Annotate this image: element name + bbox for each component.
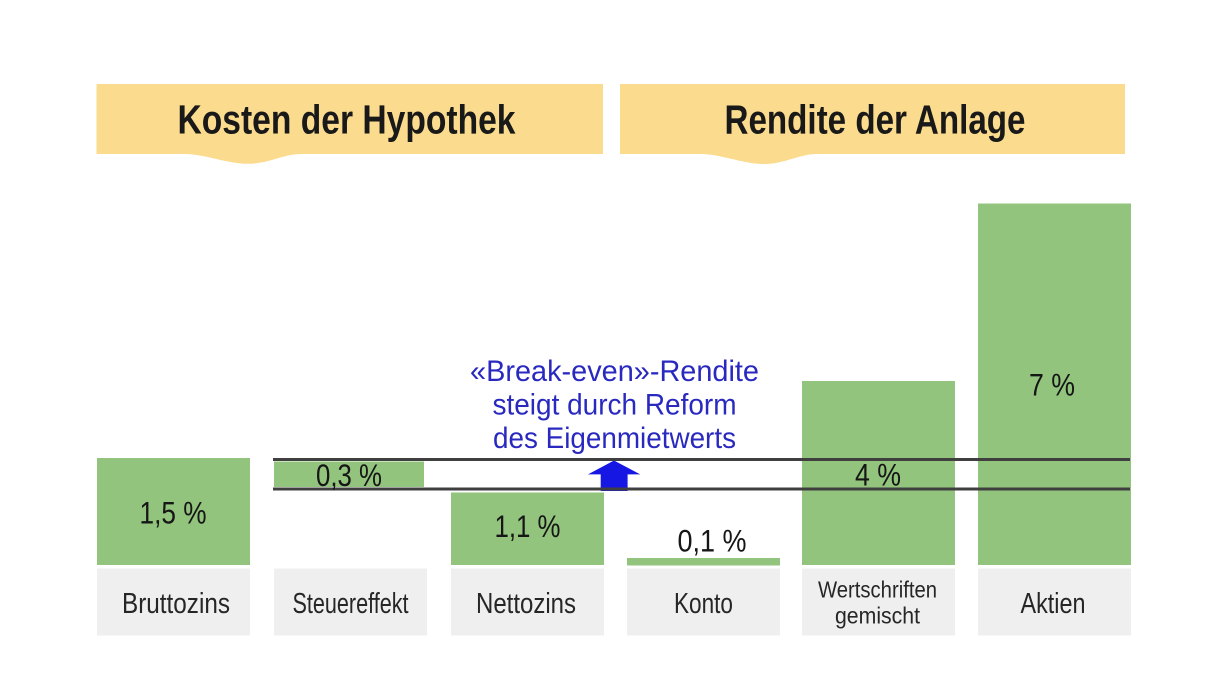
svg-text:1,5 %: 1,5 %: [140, 495, 207, 531]
svg-text:Aktien: Aktien: [1021, 588, 1086, 620]
svg-text:Konto: Konto: [674, 588, 733, 620]
svg-text:1,1 %: 1,1 %: [495, 508, 561, 544]
svg-text:Nettozins: Nettozins: [476, 588, 576, 620]
svg-text:steigt durch Reform: steigt durch Reform: [493, 389, 737, 422]
svg-text:4 %: 4 %: [855, 457, 901, 493]
svg-text:«Break-even»-Rendite: «Break-even»-Rendite: [470, 355, 759, 388]
svg-text:Rendite der Anlage: Rendite der Anlage: [725, 97, 1026, 143]
svg-text:gemischt: gemischt: [835, 602, 921, 628]
svg-text:Wertschriften: Wertschriften: [818, 577, 937, 603]
svg-text:0,1 %: 0,1 %: [678, 523, 747, 559]
svg-text:0,3 %: 0,3 %: [316, 457, 382, 493]
svg-text:7 %: 7 %: [1029, 367, 1075, 403]
svg-text:Kosten der Hypothek: Kosten der Hypothek: [178, 97, 516, 143]
svg-text:Steuereffekt: Steuereffekt: [293, 588, 409, 620]
svg-text:Bruttozins: Bruttozins: [122, 588, 230, 620]
svg-text:des Eigenmietwerts: des Eigenmietwerts: [493, 422, 736, 455]
